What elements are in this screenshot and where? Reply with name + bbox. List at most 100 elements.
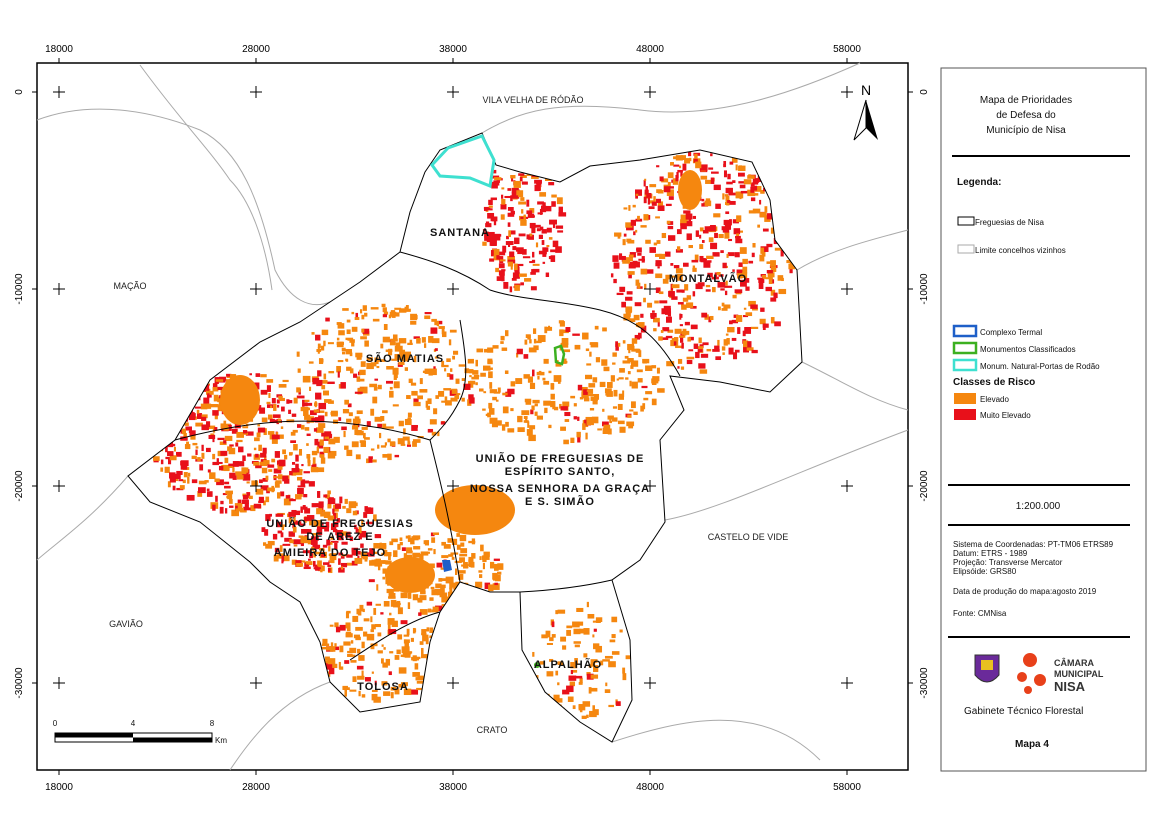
risk-patch (592, 377, 598, 383)
risk-patch (625, 222, 633, 228)
risk-patch (622, 239, 626, 246)
risk-patch (383, 311, 389, 315)
risk-patch (302, 399, 305, 407)
risk-patch (646, 192, 652, 198)
risk-patch (548, 237, 553, 240)
risk-patch (235, 471, 243, 476)
risk-patch (371, 671, 374, 674)
risk-patch (507, 212, 515, 217)
risk-patch (349, 689, 357, 692)
risk-patch (438, 326, 445, 329)
risk-patch (412, 594, 419, 601)
grid-cross (53, 86, 65, 98)
risk-patch (643, 297, 646, 303)
risk-patch (397, 543, 401, 550)
risk-patch (666, 189, 674, 196)
risk-patch (595, 357, 601, 363)
risk-patch (352, 615, 359, 622)
risk-patch (388, 596, 396, 599)
risk-patch (571, 669, 578, 673)
risk-patch (197, 457, 201, 462)
risk-patch (282, 543, 291, 546)
risk-patch (385, 658, 391, 666)
risk-patch (317, 370, 322, 377)
risk-patch (400, 355, 409, 362)
risk-patch (760, 189, 765, 194)
risk-patch (241, 432, 248, 435)
risk-patch (518, 173, 525, 176)
risk-patch (699, 227, 704, 232)
legend-swatch (954, 409, 976, 420)
risk-patch (675, 174, 679, 182)
risk-patch (343, 430, 346, 438)
risk-patch (490, 250, 494, 257)
risk-patch (625, 310, 631, 317)
risk-patch (557, 380, 561, 384)
risk-patch (712, 286, 716, 293)
risk-patch (688, 244, 693, 249)
risk-patch (304, 427, 310, 431)
risk-patch (700, 175, 708, 180)
risk-patch (726, 181, 733, 185)
risk-patch (640, 268, 648, 275)
risk-patch (317, 560, 322, 567)
risk-patch (289, 498, 296, 502)
risk-patch (195, 446, 199, 449)
risk-patch (475, 382, 478, 386)
risk-patch (717, 339, 720, 346)
risk-patch (680, 223, 687, 230)
risk-patch (591, 687, 598, 692)
risk-patch (613, 389, 618, 397)
risk-patch (201, 452, 205, 459)
risk-patch (573, 641, 581, 644)
risk-patch (542, 377, 546, 381)
risk-patch (495, 399, 499, 402)
risk-patch (684, 158, 691, 164)
risk-patch (748, 300, 756, 307)
risk-patch (311, 450, 318, 456)
risk-patch (479, 574, 483, 578)
risk-patch (649, 247, 656, 253)
risk-patch (389, 612, 392, 616)
risk-patch (250, 505, 256, 512)
risk-patch (451, 388, 458, 394)
risk-patch (227, 446, 233, 452)
risk-patch (631, 381, 638, 389)
risk-patch (187, 472, 191, 477)
risk-patch (747, 175, 755, 179)
risk-patch (387, 618, 395, 625)
risk-patch (354, 553, 357, 556)
risk-patch (366, 421, 371, 427)
risk-patch (451, 556, 455, 560)
risk-patch (699, 369, 708, 374)
risk-patch (473, 374, 480, 377)
risk-patch (382, 662, 388, 668)
risk-patch (501, 274, 505, 282)
risk-patch (762, 228, 769, 232)
risk-patch (445, 400, 452, 406)
risk-patch (414, 663, 419, 670)
risk-patch (372, 459, 377, 463)
risk-patch (440, 421, 446, 425)
risk-patch (338, 558, 341, 565)
risk-patch (412, 552, 421, 558)
risk-patch (257, 427, 266, 433)
risk-patch (433, 366, 436, 369)
risk-patch (661, 178, 669, 183)
risk-patch (376, 365, 380, 369)
risk-patch (723, 339, 728, 346)
risk-patch (742, 266, 748, 274)
legend-swatch (957, 216, 975, 226)
risk-patch (328, 497, 334, 504)
risk-patch (426, 405, 431, 410)
risk-patch (231, 428, 238, 434)
risk-patch (385, 552, 392, 557)
risk-patch (403, 308, 411, 312)
risk-patch (385, 557, 435, 593)
risk-patch (610, 273, 614, 278)
risk-patch (169, 472, 176, 479)
risk-patch (275, 513, 284, 517)
risk-patch (673, 337, 679, 341)
risk-patch (496, 255, 500, 260)
risk-patch (651, 365, 657, 369)
